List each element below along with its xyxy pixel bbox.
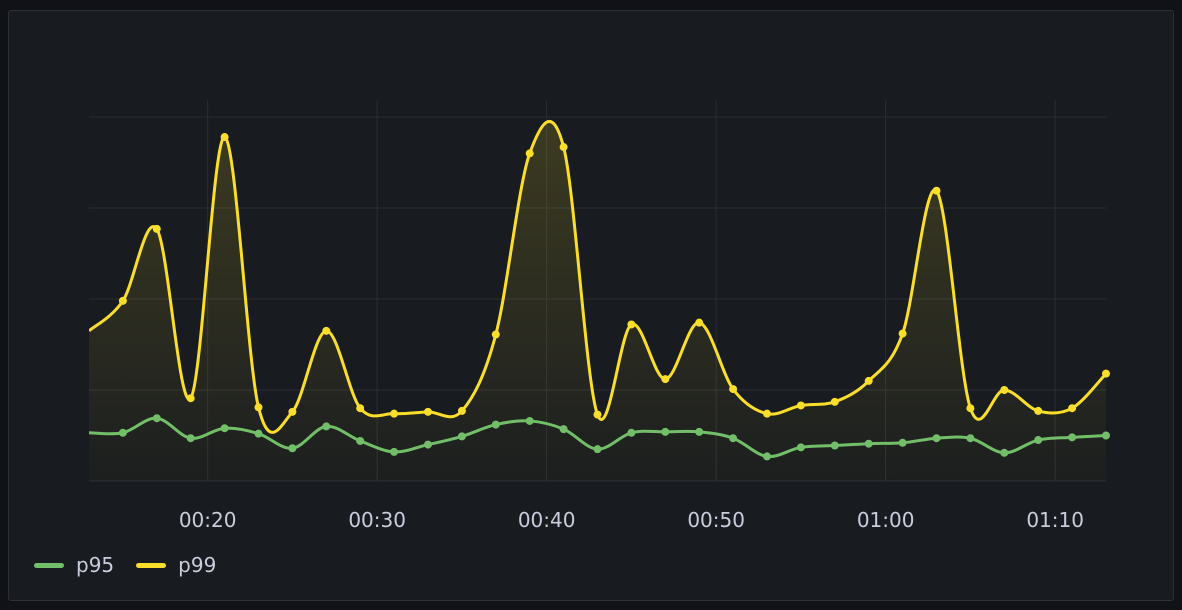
point-p95 [254,429,263,438]
point-p95 [763,452,771,461]
point-p95 [457,432,466,441]
point-p95 [424,440,432,449]
point-p99 [457,406,466,415]
point-p99 [220,133,229,142]
x-tick-label: 01:10 [1026,508,1084,532]
point-p95 [1000,448,1009,457]
point-p99 [1034,406,1043,415]
point-p99 [1068,404,1077,413]
point-p99 [390,409,399,418]
point-p99 [525,149,534,158]
point-p99 [152,224,161,233]
point-p99 [796,401,805,410]
point-p99 [729,385,738,394]
point-p95 [559,425,568,434]
point-p95 [118,428,127,437]
point-p99 [1000,386,1009,394]
point-p99 [932,186,941,195]
legend: p95 p99 [34,553,216,577]
point-p99 [118,296,127,305]
point-p99 [661,375,670,384]
point-p99 [559,143,568,152]
point-p95 [796,443,805,452]
legend-item-p99[interactable]: p99 [136,553,216,577]
x-tick-label: 00:30 [348,508,406,532]
point-p99 [1102,369,1110,378]
point-p95 [186,434,195,443]
point-p95 [356,436,365,445]
x-tick-label: 00:50 [687,508,745,532]
point-p95 [1068,433,1077,442]
x-tick-label: 01:00 [857,508,915,532]
point-p99 [288,407,297,416]
point-p95 [390,447,399,456]
point-p99 [424,407,432,416]
data-points [118,133,1110,461]
legend-label-p95: p95 [76,553,115,577]
line-p99 [89,120,1106,434]
point-p95 [152,414,161,423]
x-tick-label: 00:40 [518,508,576,532]
point-p99 [627,320,636,329]
legend-swatch-p99 [136,562,167,568]
point-p95 [830,441,839,450]
point-p99 [491,330,500,339]
x-axis-ticks: 00:20 00:30 00:40 00:50 01:00 01:10 [179,508,1084,532]
point-p95 [729,434,738,443]
point-p99 [254,403,263,412]
area-p99 [89,121,1106,481]
point-p99 [898,329,907,338]
point-p95 [525,416,534,425]
series-layer [89,120,1106,481]
point-p95 [627,428,636,437]
point-p99 [966,404,975,413]
point-p95 [932,434,941,443]
point-p95 [898,438,907,447]
point-p95 [966,434,975,443]
point-p95 [864,439,873,448]
point-p95 [322,422,331,431]
legend-swatch-p95 [34,562,64,568]
point-p95 [661,427,670,436]
legend-label-p99: p99 [178,553,217,577]
point-p99 [322,326,331,335]
x-tick-label: 00:20 [179,508,237,532]
point-p95 [593,445,602,454]
point-p95 [1034,436,1043,445]
point-p99 [593,410,602,419]
point-p95 [491,420,500,429]
point-p95 [1102,431,1110,440]
point-p95 [288,444,297,453]
point-p99 [830,397,839,406]
point-p99 [356,404,365,413]
point-p95 [220,424,229,433]
point-p99 [186,394,195,403]
point-p95 [695,427,704,436]
point-p99 [695,318,704,327]
point-p99 [864,376,873,385]
point-p99 [763,409,771,418]
legend-item-p95[interactable]: p95 [34,553,114,577]
